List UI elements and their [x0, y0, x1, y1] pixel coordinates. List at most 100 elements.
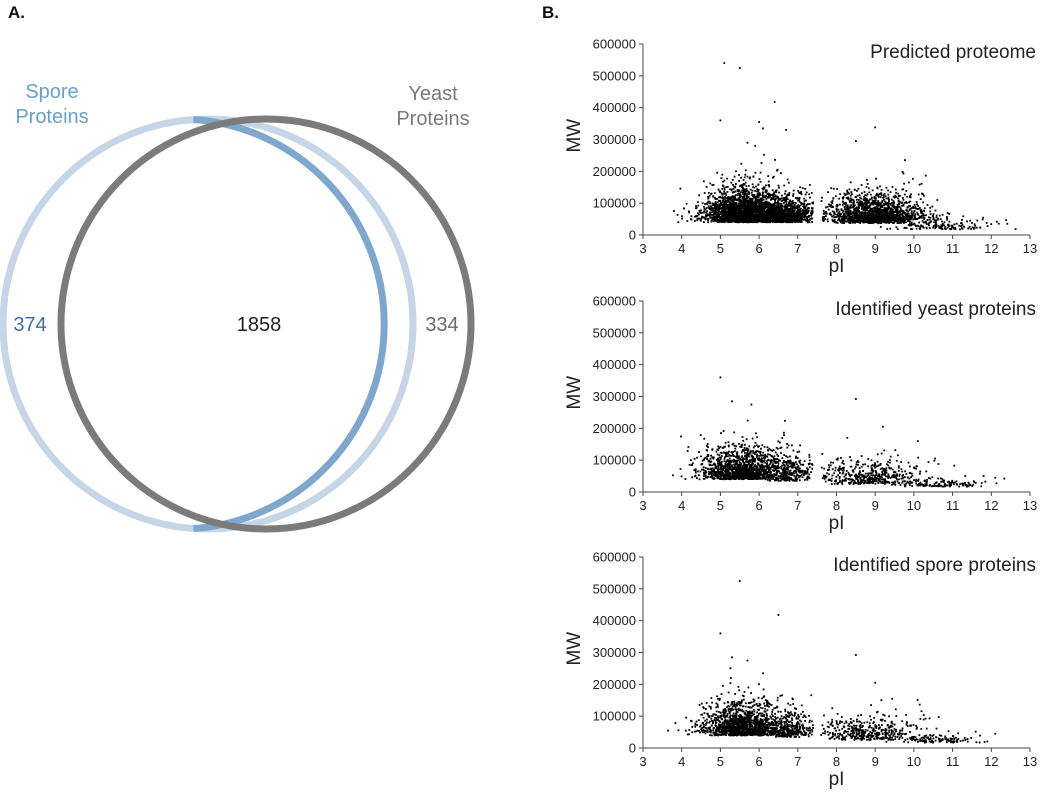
data-point: [895, 226, 898, 228]
data-point: [985, 222, 988, 224]
data-point: [743, 217, 746, 220]
data-point: [863, 199, 866, 202]
x-tick-label: 13: [1023, 241, 1037, 256]
data-point: [911, 213, 914, 216]
data-point: [744, 219, 747, 221]
data-point: [714, 201, 717, 203]
data-point: [884, 212, 887, 215]
data-point: [748, 217, 751, 219]
data-point: [784, 208, 786, 211]
data-point: [743, 200, 746, 202]
data-point: [888, 202, 890, 205]
data-point: [842, 213, 845, 216]
data-point: [979, 226, 982, 229]
data-point: [877, 209, 880, 212]
data-point: [756, 220, 759, 223]
yeast-set-label-line2: Proteins: [396, 108, 469, 130]
data-point: [925, 221, 927, 224]
data-point: [860, 211, 863, 214]
data-point: [874, 126, 877, 129]
data-point: [752, 186, 755, 188]
data-point: [914, 224, 917, 227]
data-point: [863, 215, 866, 218]
data-point: [751, 199, 754, 201]
data-point: [717, 221, 720, 223]
data-point: [778, 206, 781, 209]
data-point: [749, 218, 752, 221]
data-point: [794, 202, 797, 204]
data-point: [937, 224, 940, 227]
data-point: [696, 201, 699, 203]
data-point: [973, 227, 975, 230]
data-point: [799, 216, 802, 219]
data-point: [716, 213, 719, 216]
data-point: [853, 188, 856, 191]
data-point: [995, 220, 998, 223]
data-point: [799, 192, 802, 195]
data-point: [871, 222, 874, 224]
data-point: [850, 201, 853, 204]
data-point: [842, 220, 845, 223]
data-point: [839, 221, 842, 223]
data-point: [910, 217, 913, 220]
data-point: [729, 218, 732, 220]
data-point: [731, 205, 733, 208]
data-point: [804, 218, 806, 221]
data-point: [872, 209, 875, 212]
data-point: [902, 198, 905, 201]
data-point: [846, 189, 848, 192]
data-point: [897, 192, 900, 195]
data-point: [792, 201, 795, 204]
data-point: [846, 220, 848, 223]
data-point: [873, 208, 876, 211]
data-point: [784, 213, 786, 216]
data-point: [710, 205, 712, 208]
data-point: [883, 215, 886, 218]
data-point: [712, 212, 715, 215]
data-point: [799, 204, 802, 207]
data-point: [747, 207, 750, 210]
data-point: [839, 193, 842, 195]
data-point: [892, 222, 895, 224]
data-point: [711, 219, 713, 222]
data-point: [718, 216, 721, 218]
data-point: [811, 212, 813, 215]
data-point: [793, 217, 796, 219]
data-point: [746, 196, 748, 198]
data-point: [825, 215, 827, 217]
data-point: [800, 218, 803, 221]
data-point: [699, 211, 702, 214]
data-point: [698, 209, 701, 212]
data-point: [731, 191, 734, 194]
data-point: [893, 218, 896, 220]
data-point: [807, 207, 810, 210]
data-point: [716, 209, 719, 211]
data-point: [723, 192, 726, 195]
data-point: [771, 208, 773, 211]
data-point: [838, 217, 841, 220]
data-point: [739, 203, 742, 205]
data-point: [790, 206, 793, 209]
data-point: [764, 218, 767, 220]
data-point: [1006, 222, 1009, 225]
data-point: [727, 217, 730, 220]
data-point: [747, 218, 749, 221]
data-point: [775, 210, 777, 212]
data-point: [801, 187, 804, 189]
data-point: [899, 220, 902, 222]
data-point: [729, 207, 732, 209]
data-point: [855, 217, 858, 220]
data-point: [730, 214, 733, 216]
data-point: [756, 207, 759, 210]
data-point: [926, 204, 929, 206]
data-point: [793, 209, 796, 212]
data-point: [707, 213, 709, 216]
data-point: [719, 190, 722, 193]
data-point: [734, 212, 737, 215]
data-point: [849, 206, 852, 208]
data-point: [783, 209, 785, 212]
data-point: [834, 216, 836, 219]
data-point: [695, 207, 697, 210]
data-point: [877, 201, 880, 204]
data-point: [895, 191, 898, 194]
